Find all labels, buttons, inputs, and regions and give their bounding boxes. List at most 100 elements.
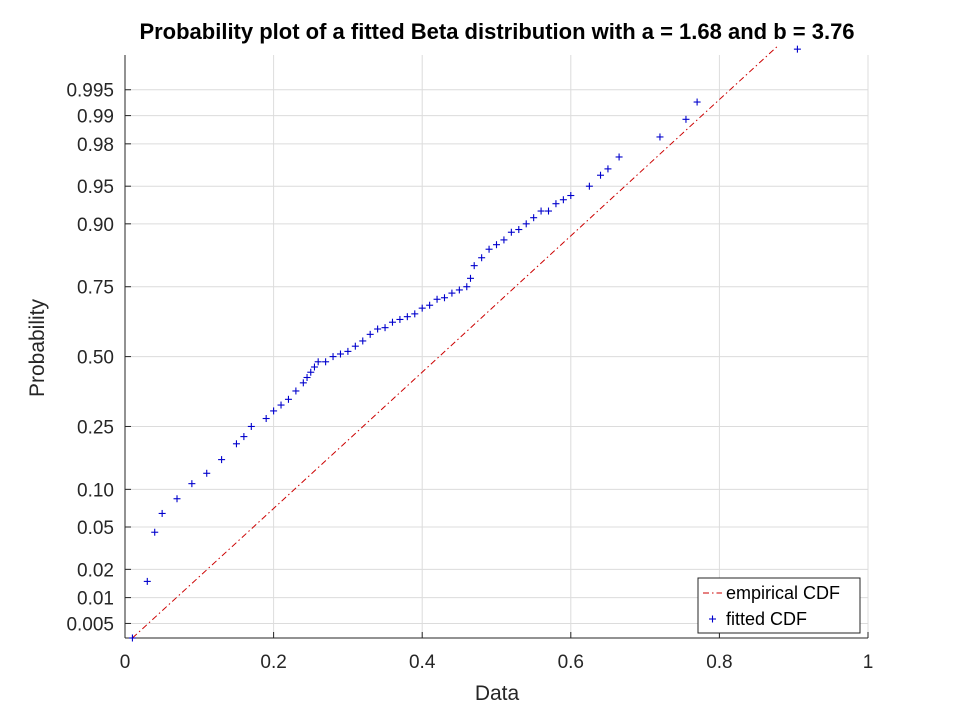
fitted-cdf-point <box>515 226 523 234</box>
y-tick-label: 0.25 <box>77 417 114 438</box>
fitted-cdf-point <box>440 294 448 302</box>
fitted-cdf-point <box>366 330 374 338</box>
fitted-cdf-point <box>359 337 367 345</box>
fitted-cdf-point <box>466 274 474 282</box>
fitted-cdf-point <box>615 153 623 161</box>
legend: empirical CDF fitted CDF <box>697 577 861 634</box>
fitted-cdf-point <box>270 407 278 415</box>
fitted-cdf-point <box>493 241 500 249</box>
x-tick-label: 0.8 <box>706 652 732 673</box>
x-axis-ticks: 0 0.2 0.4 0.6 0.8 1 <box>120 632 874 673</box>
fitted-cdf-point <box>682 115 690 123</box>
y-tick-label: 0.005 <box>66 614 114 635</box>
series-layer <box>128 45 801 642</box>
legend-box <box>697 577 861 634</box>
fitted-cdf-point <box>314 358 322 366</box>
fitted-cdf-point <box>143 577 151 585</box>
fitted-cdf-point <box>426 301 434 309</box>
fitted-cdf-point <box>559 196 567 204</box>
fitted-cdf-point <box>351 342 359 350</box>
fitted-cdf-point <box>322 358 330 366</box>
fitted-cdf-point <box>329 353 337 361</box>
fitted-cdf-point <box>310 363 318 371</box>
fitted-cdf-point <box>418 304 426 312</box>
legend-fitted-cdf-label: fitted CDF <box>726 609 807 629</box>
y-tick-label: 0.90 <box>77 215 114 236</box>
fitted-cdf-point <box>344 347 352 355</box>
legend-empirical-cdf-label: empirical CDF <box>726 583 840 603</box>
fitted-cdf-point <box>303 374 311 382</box>
fitted-cdf-point <box>500 236 508 244</box>
fitted-cdf-point <box>793 45 801 53</box>
fitted-cdf-point <box>262 415 270 423</box>
plot-area <box>125 55 868 638</box>
fitted-cdf-point <box>188 480 196 488</box>
y-tick-label: 0.98 <box>77 135 114 156</box>
y-tick-label: 0.99 <box>77 107 114 128</box>
fitted-cdf-point <box>388 318 396 326</box>
x-tick-label: 0.2 <box>260 652 286 673</box>
fitted-cdf-point <box>292 387 300 395</box>
fitted-cdf-point <box>597 171 605 179</box>
fitted-cdf-point <box>128 634 136 642</box>
fitted-cdf-point <box>396 315 404 323</box>
fitted-cdf-point <box>567 192 575 200</box>
y-axis-label: Probability <box>26 298 49 397</box>
y-tick-label: 0.05 <box>77 518 114 539</box>
fitted-cdf-point <box>403 313 411 321</box>
fitted-cdf-point <box>307 368 315 376</box>
fitted-cdf-point <box>411 310 419 318</box>
fitted-cdf-point <box>470 262 478 270</box>
y-axis-ticks: 0.005 0.01 0.02 0.05 0.10 0.25 0.50 0.75 0.90 0.9… <box>66 81 131 635</box>
fitted-cdf-point <box>381 324 389 332</box>
fitted-cdf-point <box>604 165 612 173</box>
fitted-cdf-point <box>284 395 292 403</box>
fitted-cdf-point <box>478 254 486 262</box>
fitted-cdf-point <box>151 528 159 536</box>
fitted-cdf-point <box>374 325 382 333</box>
fitted-cdf-point <box>173 495 181 503</box>
fitted-cdf-point <box>158 509 166 517</box>
legend-fitted-cdf-marker <box>709 615 716 623</box>
fitted-cdf-point <box>552 200 560 208</box>
fitted-cdf-point <box>522 220 530 228</box>
y-tick-label: 0.75 <box>77 278 114 299</box>
fitted-cdf-point <box>299 379 307 387</box>
fitted-cdf-point <box>336 350 344 358</box>
fitted-cdf-point <box>537 207 545 215</box>
fitted-cdf-point <box>656 133 664 141</box>
fitted-cdf-point <box>693 98 701 106</box>
fitted-cdf-point <box>585 182 593 190</box>
fitted-cdf-point <box>545 207 553 215</box>
x-tick-label: 0 <box>120 652 131 673</box>
chart-title: Probability plot of a fitted Beta distri… <box>139 19 854 44</box>
x-tick-label: 1 <box>863 652 874 673</box>
fitted-cdf-point <box>218 456 226 464</box>
empirical-cdf-line <box>132 45 780 638</box>
x-axis-label: Data <box>475 682 520 705</box>
fitted-cdf-point <box>507 228 515 236</box>
axes <box>124 55 868 639</box>
grid <box>124 55 869 638</box>
x-tick-label: 0.6 <box>558 652 584 673</box>
y-tick-label: 0.95 <box>77 177 114 198</box>
y-tick-label: 0.10 <box>77 480 114 501</box>
fitted-cdf-point <box>232 440 240 448</box>
fitted-cdf-point <box>455 286 463 294</box>
y-tick-label: 0.02 <box>77 560 114 581</box>
x-tick-label: 0.4 <box>409 652 436 673</box>
fitted-cdf-point <box>433 295 441 303</box>
fitted-cdf-point <box>448 289 456 297</box>
y-tick-label: 0.01 <box>77 589 114 610</box>
fitted-cdf-point <box>247 422 255 430</box>
fitted-cdf-point <box>203 469 211 477</box>
fitted-cdf-point <box>530 214 538 222</box>
y-tick-label: 0.50 <box>77 348 114 369</box>
fitted-cdf-point <box>463 283 471 291</box>
fitted-cdf-point <box>240 433 248 441</box>
y-tick-label: 0.995 <box>66 81 114 102</box>
fitted-cdf-point <box>277 401 285 409</box>
fitted-cdf-point <box>485 245 493 253</box>
